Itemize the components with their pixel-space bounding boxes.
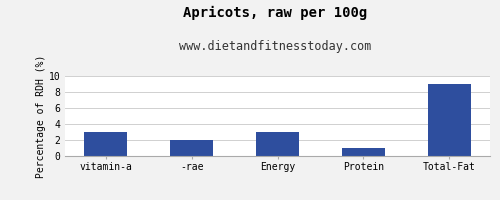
Bar <box>170 140 213 156</box>
Bar <box>342 148 385 156</box>
Y-axis label: Percentage of RDH (%): Percentage of RDH (%) <box>36 54 46 178</box>
Bar <box>428 84 470 156</box>
Text: Apricots, raw per 100g: Apricots, raw per 100g <box>183 6 367 20</box>
Bar <box>256 132 299 156</box>
Text: www.dietandfitnesstoday.com: www.dietandfitnesstoday.com <box>179 40 371 53</box>
Bar <box>84 132 127 156</box>
